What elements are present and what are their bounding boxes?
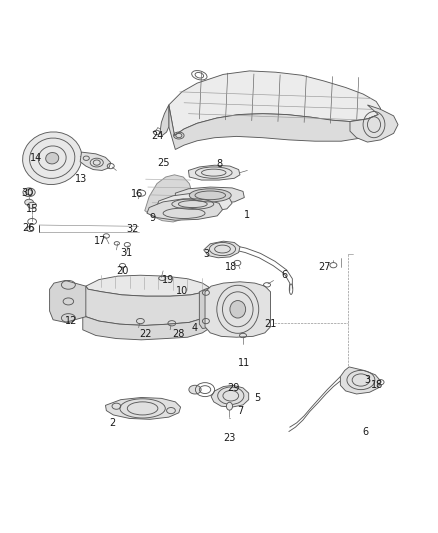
Text: 28: 28 [173, 329, 185, 339]
Polygon shape [106, 398, 180, 419]
Polygon shape [199, 287, 212, 328]
Polygon shape [83, 302, 210, 340]
Polygon shape [211, 385, 249, 407]
Text: 13: 13 [74, 174, 87, 184]
Polygon shape [83, 286, 210, 326]
Text: 32: 32 [127, 224, 139, 235]
Text: 8: 8 [216, 159, 222, 169]
Polygon shape [145, 175, 192, 222]
Ellipse shape [25, 199, 33, 205]
Ellipse shape [189, 189, 231, 202]
Polygon shape [350, 105, 398, 142]
Text: 10: 10 [176, 286, 188, 296]
Text: 16: 16 [131, 189, 143, 199]
Text: 11: 11 [238, 358, 251, 368]
Text: 20: 20 [116, 266, 128, 276]
Polygon shape [160, 105, 169, 135]
Polygon shape [204, 241, 240, 258]
Polygon shape [188, 165, 240, 180]
Text: 15: 15 [26, 204, 39, 214]
Text: 5: 5 [254, 393, 260, 403]
Text: 19: 19 [162, 276, 174, 286]
Text: 21: 21 [264, 319, 277, 329]
Text: 30: 30 [21, 188, 34, 198]
Text: 22: 22 [139, 329, 152, 339]
Ellipse shape [23, 132, 82, 184]
Text: 2: 2 [109, 418, 115, 428]
Ellipse shape [46, 152, 59, 164]
Text: 25: 25 [157, 158, 170, 167]
Polygon shape [80, 152, 111, 171]
Polygon shape [169, 71, 381, 135]
Text: 18: 18 [225, 262, 237, 272]
Text: 31: 31 [120, 247, 133, 257]
Polygon shape [169, 105, 381, 149]
Text: 3: 3 [203, 249, 209, 259]
Ellipse shape [226, 402, 233, 410]
Polygon shape [157, 193, 232, 213]
Text: 1: 1 [244, 210, 251, 220]
Text: 3: 3 [364, 375, 371, 385]
Text: 23: 23 [223, 433, 235, 442]
Text: 6: 6 [282, 270, 288, 280]
Text: 18: 18 [371, 380, 383, 390]
Text: 6: 6 [362, 426, 368, 437]
Text: 26: 26 [22, 223, 35, 233]
Polygon shape [86, 275, 209, 296]
Polygon shape [147, 199, 223, 220]
Ellipse shape [230, 301, 246, 318]
Text: 29: 29 [227, 383, 239, 393]
Polygon shape [175, 187, 244, 204]
Polygon shape [340, 367, 381, 394]
Text: 14: 14 [30, 153, 42, 163]
Ellipse shape [23, 188, 35, 197]
Text: 7: 7 [237, 407, 243, 416]
Ellipse shape [28, 203, 36, 208]
Text: 27: 27 [318, 262, 331, 272]
Polygon shape [49, 280, 86, 322]
Polygon shape [205, 282, 271, 337]
Text: 17: 17 [94, 236, 106, 246]
Text: 9: 9 [149, 214, 155, 223]
Ellipse shape [189, 385, 201, 394]
Text: 12: 12 [65, 316, 78, 326]
Text: 4: 4 [192, 324, 198, 334]
Text: 24: 24 [151, 131, 163, 141]
